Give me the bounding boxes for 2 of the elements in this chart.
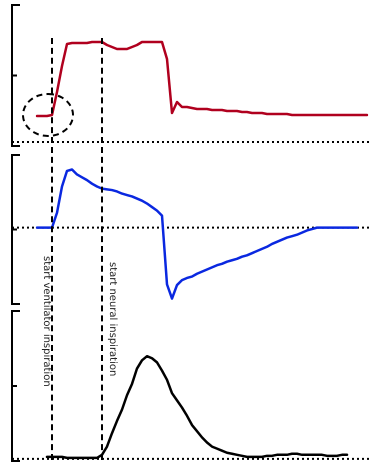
annotation: start ventilator inspiration <box>40 256 52 387</box>
annotation: start neural inspiration <box>106 262 118 376</box>
